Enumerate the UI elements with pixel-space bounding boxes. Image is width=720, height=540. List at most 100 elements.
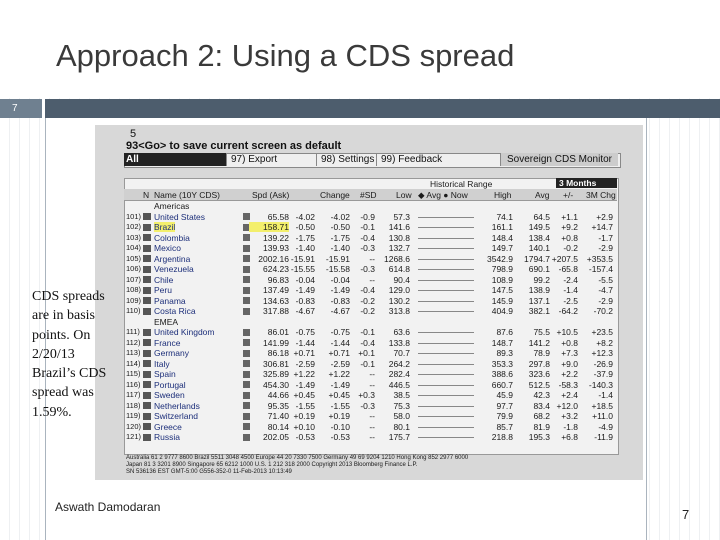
row-value: 74.1 [496,211,513,222]
range-line [418,384,474,386]
row-value: +18.5 [591,400,613,411]
row-name: Venezuela [154,264,194,274]
row-value: 353.3 [491,358,513,369]
row-icon [243,213,250,220]
screen-command: 93<Go> to save current screen as default [126,140,342,152]
row-icon [243,349,250,357]
row-value: -0.1 [360,327,375,337]
column-header: ◆ Avg ● Now [418,190,468,200]
row-id: 104) [126,243,142,252]
row-value: -15.58 [325,264,350,274]
row-icon [243,234,250,241]
period: 3 Months [556,178,617,188]
row-value: -0.1 [360,358,375,369]
row-value: -4.7 [598,285,613,295]
row-id: 106) [126,264,142,273]
row-name: Switzerland [154,411,198,421]
row-value: -37.9 [593,369,613,379]
row-value: 139.93 [263,243,289,253]
row-value: -4.02 [295,211,315,222]
row-value: 141.99 [263,337,289,348]
row-icon [143,276,151,283]
row-name: Spain [154,369,176,379]
row-value: +9.0 [561,358,578,369]
row-name: Chile [154,274,174,285]
row-icon [243,307,250,315]
row-value: 75.3 [393,400,410,411]
row-icon [243,244,250,252]
row-icon [243,339,250,346]
row-value: +10.5 [556,327,578,337]
row-value: 690.1 [528,264,550,274]
row-value: 79.9 [496,411,513,421]
row-value: -1.49 [330,379,350,390]
row-name: Peru [154,285,172,295]
row-value: +0.45 [328,390,350,400]
row-value: -0.3 [360,400,375,411]
range-line [418,258,474,260]
row-value: 90.4 [393,274,410,285]
row-value: 45.9 [496,390,513,400]
row-value: 42.3 [533,390,550,400]
row-value: 57.3 [393,211,410,222]
range-line [418,300,474,302]
row-value: 64.5 [533,211,550,222]
row-icon [243,297,250,304]
row-value: -0.3 [360,264,375,274]
row-id: 121) [126,432,142,441]
row-value: 97.7 [496,400,513,411]
row-value: 58.0 [393,411,410,421]
row-icon [143,297,151,304]
row-name: Greece [154,421,182,432]
row-value: +1.22 [293,369,315,379]
row-value: -0.04 [295,274,315,285]
row-id: 112) [126,337,141,347]
column-header: #SD [360,190,377,200]
row-name: Russia [154,432,180,442]
title-area [0,0,720,98]
row-icon [143,255,151,262]
row-value: -0.4 [360,285,375,295]
row-value: 132.7 [388,243,410,253]
row-value: -0.50 [295,222,315,232]
row-value: -1.40 [295,243,315,253]
row-value: -0.04 [330,274,350,285]
row-value: +12.0 [556,400,578,411]
row-value: 65.58 [267,211,289,222]
row-value: -11.9 [594,432,613,442]
range-line [418,279,474,281]
row-value: 264.2 [388,358,410,369]
row-value: 512.5 [528,379,550,390]
row-icon [143,339,151,346]
row-value: 1794.7 [524,253,550,264]
row-icon [143,234,151,241]
toolbar-button: 99) Feedback [376,153,446,166]
row-value: 130.8 [388,232,410,243]
column-header: Change [320,190,350,200]
row-value: 148.7 [491,337,513,348]
row-value: -- [369,421,375,432]
row-id: 113) [126,348,141,357]
row-id: 109) [126,295,142,305]
row-value: +0.8 [561,232,578,243]
row-value: -15.55 [290,264,315,274]
row-value: -0.10 [330,421,350,432]
row-value: +0.8 [561,337,578,348]
row-icon [143,370,151,378]
row-value: +1.1 [561,211,578,222]
row-value: -1.7 [598,232,613,243]
row-value: 86.18 [267,348,289,358]
row-value: 129.0 [388,285,410,295]
row-value: +23.5 [591,327,613,337]
row-value: -0.4 [360,232,375,243]
row-value: 175.7 [388,432,410,442]
row-icon [243,433,250,441]
row-value: -64.2 [558,306,578,316]
row-id: 111) [126,327,140,336]
row-value: +12.3 [591,348,613,358]
range-line [418,405,474,407]
slide-number-top: 7 [0,99,42,118]
row-value: -1.44 [295,337,315,348]
column-header: 3M Chg [586,190,616,200]
row-id: 117) [126,390,141,399]
